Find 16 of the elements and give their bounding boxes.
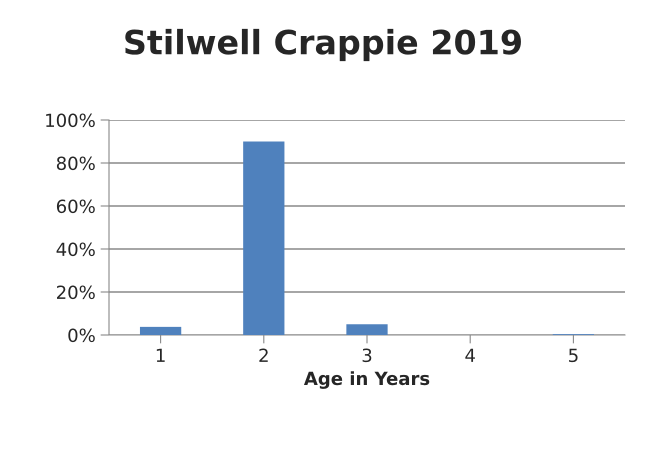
y-tick-label: 100% — [46, 113, 95, 128]
y-tick-label: 40% — [56, 242, 95, 256]
bar — [140, 326, 182, 335]
x-tick-label: 2 — [259, 348, 268, 362]
y-tick-label: 0% — [68, 328, 95, 342]
y-tick-label: 20% — [56, 285, 95, 300]
bar — [243, 142, 284, 335]
x-tick-label: 4 — [465, 348, 475, 362]
chart-title: Stilwell Crappie 2019 — [125, 28, 521, 62]
y-tick-label: 60% — [56, 199, 95, 214]
bar — [346, 324, 388, 335]
x-tick-label: 5 — [569, 348, 578, 362]
x-tick-label: 3 — [362, 348, 372, 362]
x-tick-label: 1 — [156, 348, 165, 362]
x-axis-title: Age in Years — [304, 371, 430, 389]
y-tick-label: 80% — [56, 156, 95, 170]
